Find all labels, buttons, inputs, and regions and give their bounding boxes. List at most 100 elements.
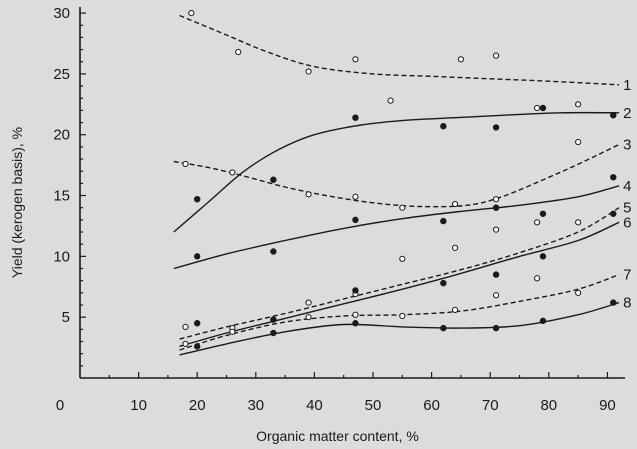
x-tick-label: 0	[56, 397, 64, 414]
x-tick-label: 20	[189, 397, 206, 414]
data-point-series-7	[451, 306, 459, 313]
data-point-series-7	[575, 289, 582, 296]
curve-label-3: 3	[623, 136, 631, 153]
data-point-series-5	[575, 219, 582, 226]
data-point-series-5	[451, 244, 459, 251]
data-point-series-7	[352, 311, 359, 318]
data-point-series-7	[492, 292, 500, 299]
series-curve-4	[173, 185, 620, 270]
data-point-series-6	[539, 253, 547, 260]
x-tick-label: 50	[365, 397, 382, 414]
data-point-series-6	[352, 287, 359, 294]
series-curves	[173, 14, 620, 356]
data-point-series-8	[492, 324, 500, 332]
data-point-series-3	[305, 191, 312, 198]
data-point-series-3	[229, 169, 236, 176]
series-curve-7	[179, 273, 620, 351]
y-axis-title: Yield (kerogen basis), %	[9, 127, 25, 278]
data-point-series-1	[235, 48, 242, 56]
x-tick-label: 90	[599, 397, 616, 414]
x-tick-label: 40	[306, 397, 323, 414]
data-point-series-4	[539, 210, 547, 217]
data-point-series-1	[533, 104, 541, 112]
axis-ticks	[80, 12, 609, 378]
data-point-series-6	[440, 279, 447, 287]
data-point-series-4	[610, 174, 617, 181]
data-point-series-3	[492, 196, 500, 203]
data-point-series-2	[440, 123, 447, 130]
data-point-series-1	[492, 52, 500, 59]
series-markers	[182, 9, 617, 350]
x-tick-label: 60	[423, 397, 440, 414]
data-point-series-7	[229, 328, 236, 335]
x-tick-label: 30	[247, 397, 264, 414]
data-point-series-1	[188, 9, 195, 17]
data-point-series-1	[352, 56, 359, 63]
data-point-series-2	[539, 104, 547, 112]
curve-label-1: 1	[623, 77, 631, 94]
data-point-series-8	[352, 320, 359, 327]
series-curve-5	[179, 207, 620, 340]
data-point-series-8	[440, 324, 447, 332]
curve-label-8: 8	[623, 295, 631, 312]
data-point-series-2	[352, 114, 359, 121]
data-point-series-8	[194, 343, 201, 350]
y-tick-label: 10	[53, 248, 70, 265]
tick-labels: 0 10 20 30 40 50 60 70 80 90 5 10 15 20 25 30	[53, 5, 615, 414]
data-point-series-5	[492, 226, 500, 233]
data-point-series-8	[539, 317, 547, 325]
data-point-series-2	[492, 124, 500, 131]
curve-label-7: 7	[623, 267, 631, 284]
curve-label-5: 5	[623, 200, 631, 217]
data-point-series-3	[352, 193, 359, 200]
y-tick-label: 15	[53, 188, 70, 205]
data-point-series-3	[451, 200, 459, 208]
data-point-series-6	[270, 316, 277, 323]
series-curve-6	[179, 221, 620, 348]
data-point-series-6	[492, 271, 500, 278]
data-point-series-4	[270, 248, 277, 255]
data-point-series-5	[305, 299, 312, 306]
x-tick-label: 70	[482, 397, 499, 414]
data-point-series-2	[270, 176, 277, 183]
data-point-series-5	[399, 255, 406, 262]
y-tick-label: 25	[53, 66, 70, 83]
curve-labels: 1 2 3 4 56 7 8	[623, 77, 631, 312]
data-point-series-1	[387, 97, 394, 104]
y-tick-label: 30	[53, 5, 70, 22]
data-point-series-4	[440, 217, 447, 225]
data-point-series-8	[270, 329, 277, 337]
data-point-series-5	[533, 219, 541, 226]
x-tick-label: 80	[540, 397, 557, 414]
x-tick-label: 10	[130, 397, 147, 414]
data-point-series-7	[533, 275, 541, 282]
data-point-series-6	[194, 320, 201, 327]
data-point-series-7	[305, 314, 312, 321]
data-point-series-1	[305, 68, 312, 75]
curve-label-2: 2	[623, 105, 631, 122]
data-point-series-3	[575, 138, 582, 146]
y-tick-label: 20	[53, 127, 70, 144]
data-point-series-2	[610, 112, 617, 119]
series-curve-3	[173, 143, 620, 208]
curve-label-6: 6	[623, 214, 631, 231]
curve-label-4: 4	[623, 178, 631, 195]
data-point-series-6	[610, 210, 617, 217]
data-point-series-8	[610, 299, 617, 306]
data-point-series-3	[182, 160, 189, 168]
series-curve-1	[179, 14, 620, 86]
data-point-series-4	[194, 253, 201, 260]
data-point-series-7	[399, 312, 406, 320]
series-curve-8	[179, 301, 620, 356]
y-tick-label: 5	[62, 309, 70, 326]
data-point-series-1	[575, 101, 582, 108]
x-axis-title: Organic matter content, %	[256, 428, 419, 444]
data-point-series-4	[492, 204, 500, 211]
data-point-series-2	[194, 195, 201, 203]
data-point-series-7	[182, 340, 189, 348]
data-point-series-5	[182, 323, 189, 331]
data-point-series-3	[399, 204, 406, 211]
series-curve-2	[173, 111, 620, 233]
data-point-series-4	[352, 216, 359, 224]
